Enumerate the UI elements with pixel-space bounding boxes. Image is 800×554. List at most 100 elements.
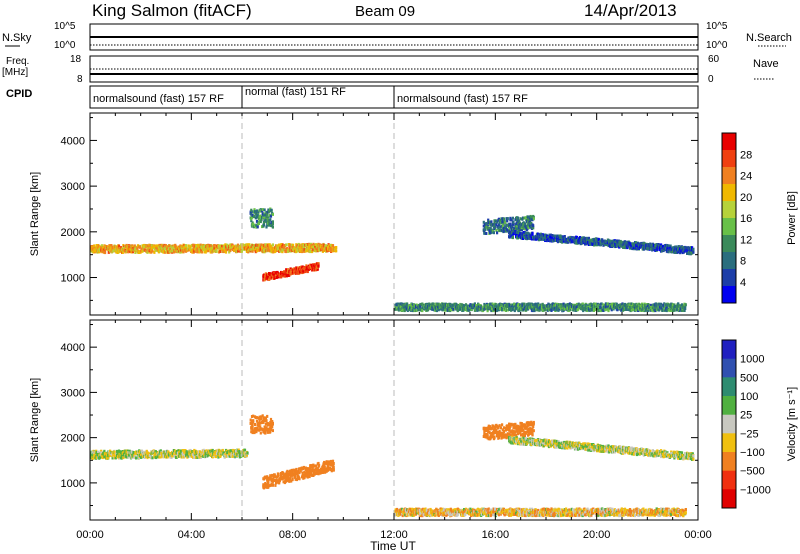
echo-cell bbox=[497, 226, 500, 230]
freq-tick-top: 18 bbox=[70, 54, 82, 65]
echo-cell bbox=[210, 450, 213, 454]
echo-cell bbox=[130, 246, 133, 250]
colorbar-tick-label: 16 bbox=[740, 213, 752, 225]
echo-cell bbox=[267, 479, 270, 483]
echo-cell bbox=[261, 216, 264, 219]
echo-cell bbox=[196, 247, 199, 251]
echo-cell bbox=[270, 244, 273, 248]
echo-cell bbox=[266, 212, 269, 216]
echo-cell bbox=[278, 249, 281, 253]
echo-cell bbox=[613, 302, 616, 306]
echo-cell bbox=[658, 302, 661, 306]
echo-cell bbox=[254, 224, 257, 228]
echo-cell bbox=[261, 212, 264, 216]
echo-cell bbox=[306, 270, 309, 274]
echo-cell bbox=[217, 455, 220, 459]
echo-cell bbox=[271, 222, 274, 226]
echo-cell bbox=[492, 229, 495, 233]
nsky-label: N.Sky bbox=[2, 32, 32, 44]
echo-cell bbox=[236, 452, 239, 456]
echo-cell bbox=[185, 249, 188, 253]
echo-cell bbox=[512, 306, 515, 309]
echo-cell bbox=[325, 247, 328, 251]
echo-cell bbox=[515, 227, 518, 231]
echo-cell bbox=[312, 248, 315, 252]
echo-cell bbox=[214, 244, 217, 248]
echo-cell bbox=[262, 483, 265, 487]
echo-cell bbox=[266, 478, 269, 482]
echo-cell bbox=[518, 219, 521, 223]
echo-cell bbox=[610, 308, 613, 312]
echo-cell bbox=[250, 208, 253, 212]
colorbar-swatch bbox=[722, 201, 736, 219]
echo-cell bbox=[209, 247, 212, 251]
echo-cell bbox=[261, 214, 264, 218]
echo-cell bbox=[176, 450, 179, 453]
echo-cell bbox=[599, 241, 602, 245]
echo-cell bbox=[520, 228, 523, 232]
echo-cell bbox=[527, 226, 530, 230]
echo-cell bbox=[182, 250, 185, 254]
nave-label: Nave bbox=[753, 58, 779, 70]
echo-cell bbox=[111, 451, 114, 454]
echo-cell bbox=[259, 243, 262, 247]
echo-cell bbox=[602, 303, 605, 307]
echo-cell bbox=[170, 245, 173, 249]
echo-cell bbox=[260, 243, 263, 247]
echo-cell bbox=[667, 244, 670, 248]
echo-cell bbox=[581, 302, 584, 306]
echo-cell bbox=[515, 305, 518, 309]
echo-cell bbox=[183, 450, 186, 454]
echo-cell bbox=[271, 479, 274, 483]
echo-cell bbox=[186, 455, 189, 459]
echo-cell bbox=[179, 250, 182, 254]
echo-cell bbox=[231, 243, 234, 247]
echo-cell bbox=[498, 225, 501, 229]
echo-cell bbox=[261, 246, 264, 250]
echo-cell bbox=[264, 246, 267, 250]
echo-cell bbox=[283, 270, 286, 274]
colorbar-swatch bbox=[722, 235, 736, 253]
echo-cell bbox=[107, 248, 110, 252]
echo-cell bbox=[513, 227, 516, 231]
echo-cell bbox=[206, 454, 209, 458]
echo-cell bbox=[625, 240, 628, 244]
echo-cell bbox=[490, 220, 493, 224]
echo-cell bbox=[288, 273, 291, 277]
echo-cell bbox=[217, 246, 221, 250]
echo-cell bbox=[575, 302, 578, 306]
echo-cell bbox=[229, 248, 232, 252]
echo-cell bbox=[286, 246, 289, 250]
echo-cell bbox=[311, 250, 314, 254]
echo-cell bbox=[197, 243, 200, 247]
echo-cell bbox=[237, 249, 240, 253]
echo-cell bbox=[490, 307, 494, 311]
echo-cell bbox=[97, 244, 100, 248]
echo-cell bbox=[587, 236, 590, 240]
echo-cell bbox=[523, 236, 526, 240]
echo-cell bbox=[271, 483, 274, 487]
echo-cell bbox=[487, 306, 490, 310]
echo-cell bbox=[541, 302, 544, 306]
echo-cell bbox=[513, 302, 516, 306]
echo-cell bbox=[623, 303, 627, 307]
echo-cell bbox=[658, 305, 661, 309]
nsky-tick-bottom: 10^0 bbox=[54, 40, 76, 51]
echo-cell bbox=[150, 247, 153, 251]
echo-cell bbox=[232, 451, 235, 455]
echo-cell bbox=[275, 479, 278, 483]
echo-cell bbox=[669, 309, 672, 312]
echo-cell bbox=[151, 456, 154, 460]
echo-cell bbox=[502, 223, 505, 227]
echo-cell bbox=[221, 245, 224, 248]
echo-cell bbox=[275, 276, 278, 279]
station-title: King Salmon (fitACF) bbox=[92, 1, 252, 20]
echo-cell bbox=[520, 307, 523, 311]
echo-cell bbox=[509, 222, 512, 226]
echo-cell bbox=[580, 241, 583, 245]
echo-cell bbox=[634, 241, 637, 245]
echo-cell bbox=[469, 303, 472, 307]
echo-cell bbox=[432, 302, 435, 306]
echo-cell bbox=[684, 303, 687, 307]
